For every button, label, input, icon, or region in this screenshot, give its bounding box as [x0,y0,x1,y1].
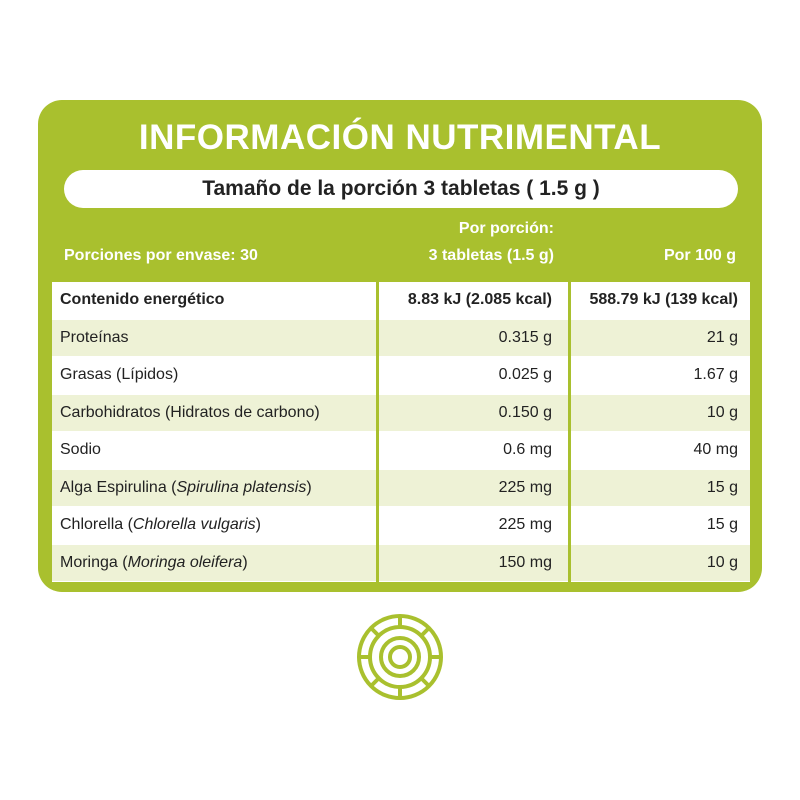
title: INFORMACIÓN NUTRIMENTAL [138,118,662,157]
per-serving-value: 0.6 mg [503,441,552,458]
name-part: Grasas (Lípidos) [60,366,179,383]
per-100g-value: 15 g [706,516,738,533]
name-part: Chlorella vulgaris [132,516,256,533]
table-row: Alga Espirulina (Spirulina platensis) 225… [52,469,750,507]
table-row: Carbohidratos (Hidratos de carbono) 0.150… [52,394,750,432]
per-serving-value: 8.83 kJ (2.085 kcal) [407,291,552,308]
name-part: Moringa ( [60,553,128,571]
nutrient-name: Moringa (Moringa oleifera) [60,545,248,582]
per-serving-value: 0.315 g [498,328,552,346]
per-100g-value: 40 mg [693,441,738,458]
name-part: ) [242,553,248,571]
column-header: Por porción: [458,220,554,237]
per-serving-value: 225 mg [498,516,552,533]
per-serving-value: 150 mg [498,553,552,571]
name-part: Moringa oleifera [127,553,243,571]
name-part: Spirulina platensis [176,478,307,496]
per-100g-value: 10 g [706,403,738,421]
nutrient-name: Alga Espirulina (Spirulina platensis) [60,470,312,507]
nutrient-name: Sodio [60,432,101,469]
per-100g-value: 21 g [706,328,738,346]
name-part: Alga Espirulina ( [60,478,177,496]
column-header: 3 tabletas (1.5 g) [428,247,554,264]
table-row: Sodio 0.6 mg 40 mg [52,432,750,469]
per-serving-value: 225 mg [498,478,552,496]
per-100g-value: 588.79 kJ (139 kcal) [589,291,738,308]
nutrient-name: Carbohidratos (Hidratos de carbono) [60,395,320,432]
per-100g-value: 1.67 g [693,366,738,383]
column-header: Por 100 g [663,247,736,264]
table-row: Chlorella (Chlorella vulgaris) 225 mg 15 g [52,507,750,544]
nutrient-name: Chlorella (Chlorella vulgaris) [60,507,261,544]
name-part: Sodio [60,441,101,458]
serving-size: Tamaño de la porción 3 tabletas ( 1.5 g … [64,170,738,208]
logo-icon [357,614,443,700]
name-part: Chlorella ( [60,516,133,533]
table-row: Proteínas 0.315 g 21 g [52,319,750,357]
table-row: Grasas (Lípidos) 0.025 g 1.67 g [52,357,750,394]
nutrient-name: Grasas (Lípidos) [60,357,178,394]
name-part: Contenido energético [60,291,225,308]
per-100g-value: 15 g [706,478,738,496]
name-part: Carbohidratos (Hidratos de carbono) [60,403,320,421]
per-100g-value: 10 g [706,553,738,571]
servings-label: Porciones por envase: 30 [64,247,258,264]
nutrient-name: Contenido energético [60,282,224,319]
name-part: Proteínas [60,328,129,346]
nutrient-name: Proteínas [60,320,128,357]
per-serving-value: 0.150 g [498,403,552,421]
table-row: Moringa (Moringa oleifera) 150 mg 10 g [52,544,750,582]
table-row: Contenido energético 8.83 kJ (2.085 kcal)… [52,282,750,319]
per-serving-value: 0.025 g [498,366,552,383]
column-divider [376,282,379,582]
name-part: ) [306,478,312,496]
name-part: ) [255,516,261,533]
column-divider [568,282,571,582]
